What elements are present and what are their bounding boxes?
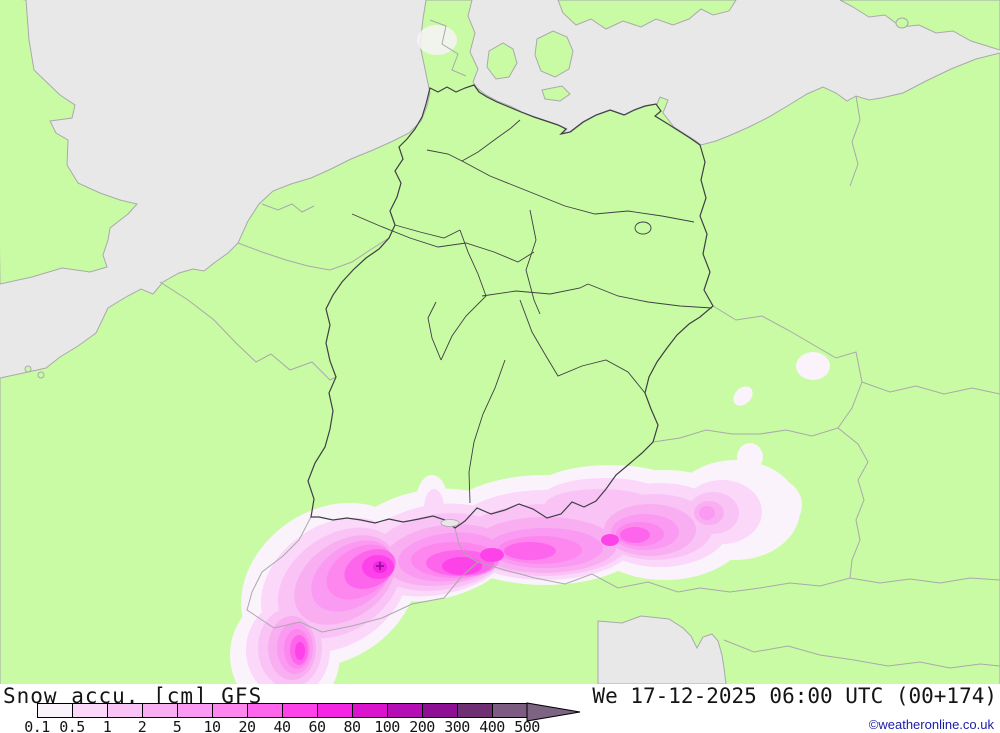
- snow-level-40: [295, 534, 619, 660]
- legend-label: 5: [172, 718, 182, 733]
- channel-island: [24, 365, 32, 373]
- legend-label: 60: [308, 718, 326, 733]
- map-datetime: We 17-12-2025 06:00 UTC (00+174): [592, 684, 997, 708]
- legend-segment: [353, 704, 388, 717]
- legend-segment: [248, 704, 283, 717]
- lake-constance: [440, 519, 460, 527]
- legend-label: 100: [374, 718, 400, 733]
- legend-label: 80: [343, 718, 361, 733]
- snow-accumulation-field: [230, 460, 800, 684]
- legend-label: 200: [409, 718, 435, 733]
- sweden-corner: [839, 0, 1000, 51]
- legend-segment: [143, 704, 178, 717]
- legend-segment: [283, 704, 318, 717]
- country-borders-gray: [159, 19, 1000, 669]
- german-state-borders: [351, 119, 713, 504]
- legend-segment: [178, 704, 213, 717]
- legend-label: 20: [238, 718, 256, 733]
- legend-label: 1: [102, 718, 112, 733]
- zealand-island: [534, 30, 574, 78]
- status-bar: Snow accu. [cm] GFS We 17-12-2025 06:00 …: [0, 684, 1000, 733]
- legend-segment: [423, 704, 458, 717]
- legend-label: 400: [479, 718, 505, 733]
- snow-accumulation-map: [0, 0, 1000, 684]
- kattegat-islands: [557, 0, 737, 30]
- legend-label: 40: [273, 718, 291, 733]
- legend-label: 0.5: [59, 718, 85, 733]
- legend-arrow: [526, 702, 581, 722]
- legend-segment: [318, 704, 353, 717]
- legend-labels: 0.1 0.5 1 2 5 10 20 40 60 80 100 200 300 400 500: [0, 718, 600, 733]
- adriatic-sea: [597, 615, 727, 684]
- legend-segment: [38, 704, 73, 717]
- copyright-link[interactable]: ©weatheronline.co.uk: [868, 717, 994, 732]
- legend-segment: [493, 704, 528, 717]
- legend-label: 300: [444, 718, 470, 733]
- funen-island: [486, 42, 518, 80]
- snow-max-marker: [376, 562, 384, 570]
- bornholm-island: [895, 17, 909, 29]
- legend-segment: [388, 704, 423, 717]
- legend-segment: [73, 704, 108, 717]
- legend-segment: [108, 704, 143, 717]
- channel-island: [37, 371, 45, 379]
- legend-segment: [213, 704, 248, 717]
- legend-label: 2: [137, 718, 147, 733]
- legend-segment: [458, 704, 493, 717]
- legend-label: 500: [514, 718, 540, 733]
- lolland-island: [541, 85, 571, 102]
- germany-border: [307, 84, 714, 529]
- uk-landmass: [0, 0, 138, 285]
- legend-label: 0.1: [24, 718, 50, 733]
- legend-colorbar: [37, 703, 528, 718]
- legend-label: 10: [203, 718, 221, 733]
